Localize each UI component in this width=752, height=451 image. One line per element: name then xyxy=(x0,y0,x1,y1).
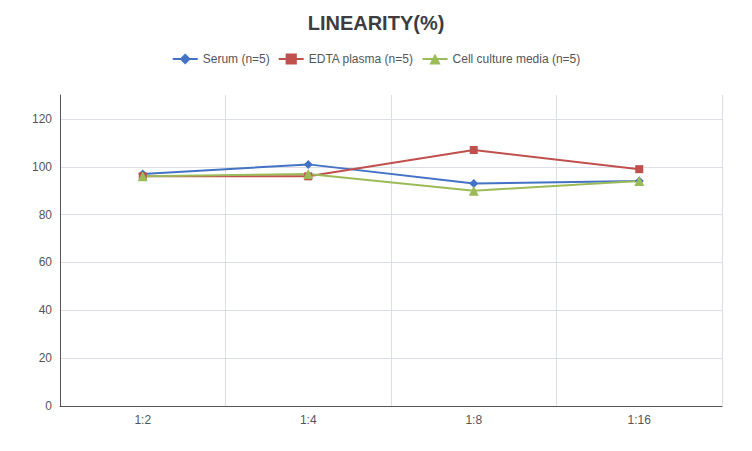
svg-text:80: 80 xyxy=(39,208,53,222)
svg-text:100: 100 xyxy=(32,160,52,174)
svg-text:60: 60 xyxy=(39,255,53,269)
svg-text:0: 0 xyxy=(45,399,52,413)
svg-text:120: 120 xyxy=(32,112,52,126)
svg-text:1:16: 1:16 xyxy=(628,413,652,427)
svg-text:1:4: 1:4 xyxy=(300,413,317,427)
svg-text:EDTA plasma (n=5): EDTA plasma (n=5) xyxy=(309,52,413,66)
svg-text:1:2: 1:2 xyxy=(134,413,151,427)
svg-text:Serum (n=5): Serum (n=5) xyxy=(203,52,270,66)
svg-text:Cell culture media (n=5): Cell culture media (n=5) xyxy=(453,52,581,66)
svg-text:20: 20 xyxy=(39,351,53,365)
svg-text:40: 40 xyxy=(39,303,53,317)
svg-text:1:8: 1:8 xyxy=(465,413,482,427)
svg-text:LINEARITY(%): LINEARITY(%) xyxy=(308,12,445,34)
